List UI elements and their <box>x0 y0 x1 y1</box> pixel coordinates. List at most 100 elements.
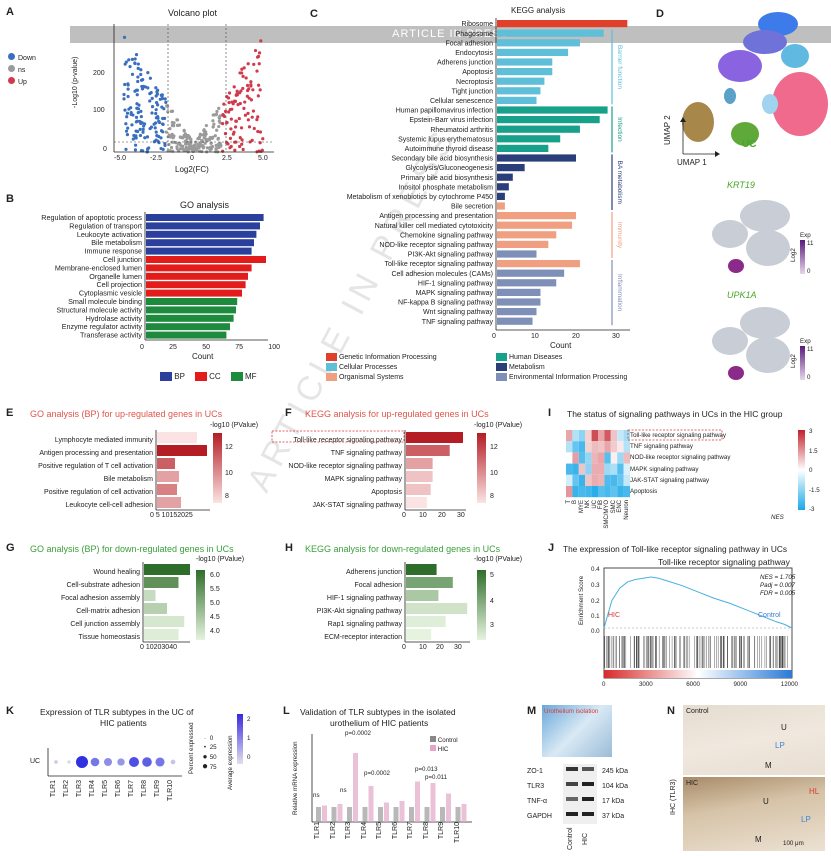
volcano-point <box>128 64 132 69</box>
heatmap-cell <box>610 474 618 486</box>
pct-title: Percent expressed <box>188 722 195 774</box>
volcano-point <box>242 106 246 110</box>
volcano-point <box>230 107 234 111</box>
dotplot-point <box>75 755 89 769</box>
kegg-legend-0: Genetic Information Processing <box>326 353 496 361</box>
heatmap-cell <box>585 463 592 475</box>
lane-hic: HIC <box>582 832 589 845</box>
bar <box>497 231 557 239</box>
volcano-point <box>175 145 179 149</box>
bar-label: Focal adhesion <box>355 582 403 589</box>
volcano-point <box>216 136 220 140</box>
volcano-point <box>131 137 135 141</box>
upk1a-feature-plot <box>712 307 790 380</box>
volcano-point <box>251 88 255 92</box>
heat-row-1: TNF signaling pathway <box>630 443 693 451</box>
bar <box>157 497 181 508</box>
volcano-point <box>154 94 158 98</box>
bar <box>497 39 580 47</box>
panel-f-xtick-0: 0 <box>402 512 406 519</box>
blot-kda: 245 kDa 104 kDa 17 kDa 37 kDa <box>602 768 629 820</box>
tlr-validation-label: TLR2 <box>329 822 337 840</box>
volcano-point <box>168 126 172 131</box>
volcano-xtick-3: 0 <box>190 155 194 162</box>
volcano-point <box>255 55 260 59</box>
bar-label: Glycolysis/Gluconeogenesis <box>405 165 493 172</box>
volcano-point <box>255 117 259 122</box>
heatmap-cell <box>617 452 624 464</box>
volcano-point <box>126 82 130 86</box>
volcano-point <box>242 66 246 70</box>
bar <box>497 173 513 181</box>
nes-tick-m3: -3 <box>809 506 815 513</box>
volcano-point <box>246 111 250 115</box>
volcano-point <box>170 120 174 125</box>
volcano-point <box>139 72 143 77</box>
panel-label-h: H <box>285 542 293 554</box>
heatmap-cell <box>617 463 624 475</box>
volcano-point <box>183 142 188 146</box>
bar-label: Hydrolase activity <box>86 314 143 323</box>
volcano-point <box>125 115 129 119</box>
volcano-point <box>213 134 217 138</box>
dotplot-point <box>170 759 176 765</box>
heatmap-cell <box>566 430 573 442</box>
heatmap-cell <box>578 486 586 498</box>
volcano-point <box>164 100 168 104</box>
ihc-ylabel: IHC (TLR3) <box>670 779 677 815</box>
panel-g-title: GO analysis (BP) for down-regulated gene… <box>30 544 234 554</box>
volcano-point <box>209 141 213 145</box>
volcano-point <box>258 88 262 92</box>
bar-label: Toll-like receptor signaling pathway <box>293 437 402 444</box>
upk1a-vmax: 11 <box>807 346 814 353</box>
volcano-point <box>232 130 236 134</box>
heatmap-cell <box>610 441 618 453</box>
dotplot-point <box>67 760 71 764</box>
volcano-point <box>139 109 143 113</box>
volcano-point <box>245 94 249 98</box>
volcano-point <box>135 129 140 134</box>
heatmap-cell <box>617 430 624 442</box>
volcano-point <box>161 147 165 151</box>
bar-label: Chemokine signaling pathway <box>400 232 493 239</box>
panel-i-title: The status of signaling pathways in UCs … <box>567 409 783 419</box>
volcano-point <box>122 97 126 101</box>
kegg-legend-4: Organismal Systems <box>326 373 496 381</box>
panel-h-title: KEGG analysis for down-regulated genes i… <box>305 544 501 554</box>
bar-label: TNF signaling pathway <box>422 319 494 326</box>
bar-label: NOD-like receptor signaling pathway <box>288 463 402 470</box>
panel-i-rows: Toll-like receptor signaling pathway TNF… <box>630 430 730 497</box>
volcano-point <box>138 127 142 132</box>
tlr-label: TLR10 <box>167 780 174 802</box>
bar <box>406 590 439 601</box>
volcano-point <box>228 136 233 140</box>
bar-label: JAK-STAT signaling pathway <box>313 502 403 509</box>
go-xlabel: Count <box>192 352 214 361</box>
volcano-point <box>241 74 245 78</box>
heatmap-cell <box>604 441 611 453</box>
bar-label: Wnt signaling pathway <box>423 309 494 316</box>
volcano-point <box>235 89 239 93</box>
volcano-ytick-0: 0 <box>103 146 107 153</box>
validation-bar <box>455 807 461 822</box>
volcano-point <box>246 62 250 66</box>
tlr-validation-label: TLR1 <box>314 822 321 840</box>
panel-label-n: N <box>667 705 675 717</box>
volcano-point <box>196 137 200 141</box>
heat-row-3: MAPK signaling pathway <box>630 465 699 473</box>
bar <box>497 269 565 277</box>
volcano-point <box>133 57 137 61</box>
volcano-point <box>237 116 241 121</box>
volcano-point <box>178 142 182 146</box>
panel-e-legend-title: -log10 (PValue) <box>210 422 259 429</box>
bar <box>146 306 236 314</box>
volcano-title: Volcano plot <box>168 8 218 18</box>
volcano-point <box>155 90 159 94</box>
bar-label: Immune response <box>84 247 142 256</box>
ihc-hic-label: HIC <box>686 780 699 787</box>
volcano-point <box>225 95 229 99</box>
volcano-point <box>140 87 145 91</box>
bar <box>146 281 246 289</box>
validation-bar <box>362 807 368 822</box>
volcano-point <box>227 91 232 95</box>
